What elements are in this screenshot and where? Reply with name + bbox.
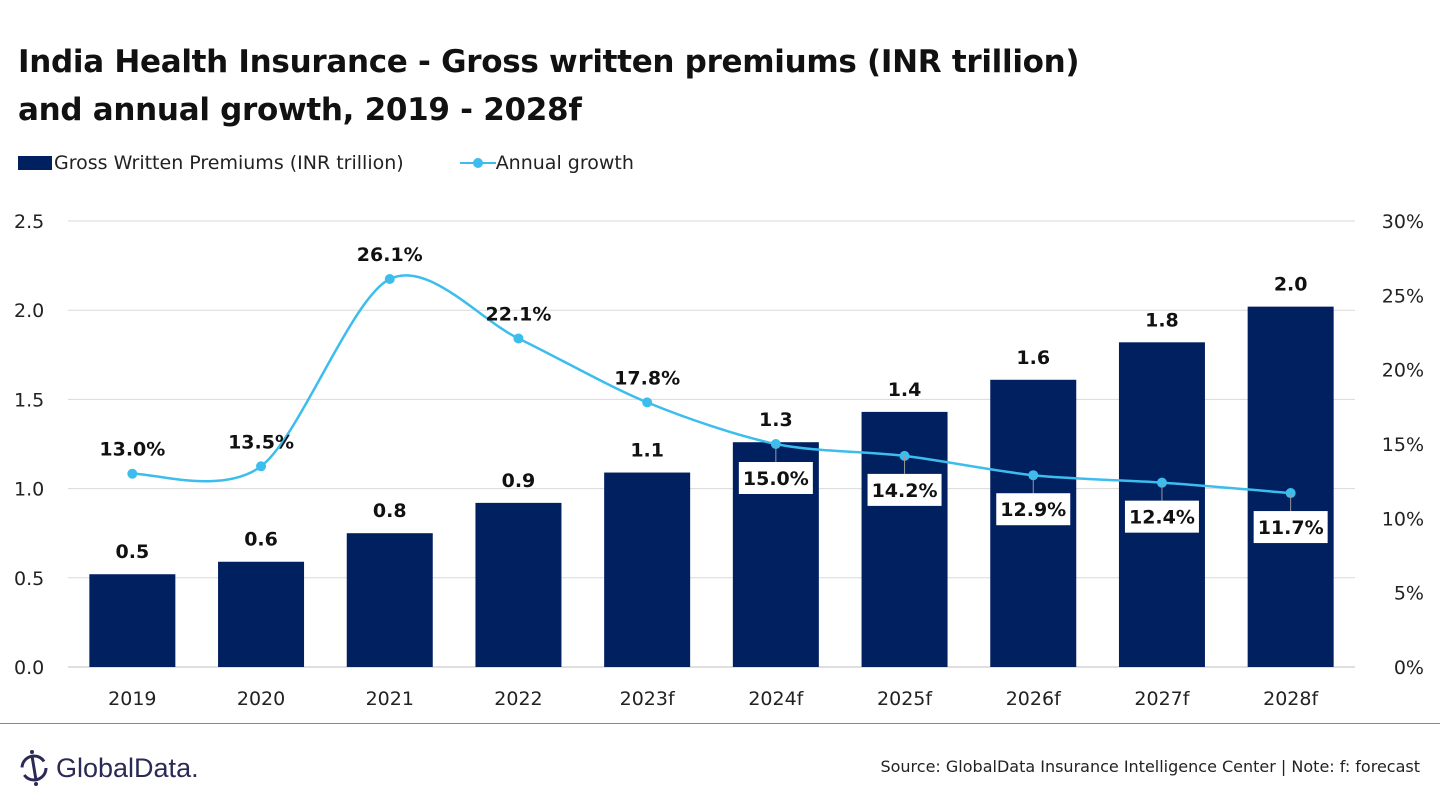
bar-value-label: 1.1 bbox=[630, 440, 664, 462]
legend-line-swatch bbox=[459, 156, 496, 170]
x-tick-label: 2019 bbox=[108, 688, 156, 710]
logo-text: GlobalData. bbox=[56, 752, 199, 783]
legend-bar-swatch bbox=[18, 156, 52, 170]
bar bbox=[475, 502, 562, 667]
growth-label-box bbox=[738, 462, 813, 494]
x-tick-label: 2022 bbox=[494, 688, 542, 710]
bar-value-label: 1.6 bbox=[1016, 347, 1050, 369]
left-tick-label: 2.0 bbox=[14, 300, 44, 322]
footer-divider bbox=[0, 723, 1440, 724]
left-tick-label: 0.0 bbox=[14, 657, 44, 679]
source-note: Source: GlobalData Insurance Intelligenc… bbox=[880, 757, 1420, 776]
chart-title: India Health Insurance - Gross written p… bbox=[18, 38, 1080, 134]
x-tick-label: 2025f bbox=[877, 688, 933, 710]
x-tick-label: 2027f bbox=[1134, 688, 1190, 710]
growth-value-label: 26.1% bbox=[357, 244, 423, 266]
growth-value-label: 12.9% bbox=[1000, 499, 1066, 521]
growth-value-label: 17.8% bbox=[614, 367, 680, 389]
bar-value-label: 0.5 bbox=[116, 541, 150, 563]
chart-plot: 0.0 0.5 1.0 1.5 2.0 2.5 0% 5% 10% 15% 20% 25% 30% 201… bbox=[14, 211, 1424, 710]
growth-label-box bbox=[996, 493, 1071, 526]
bar-value-label: 1.3 bbox=[759, 409, 793, 431]
growth-point bbox=[642, 397, 653, 408]
legend-line-label: Annual growth bbox=[495, 152, 634, 174]
title-line-2: and annual growth, 2019 - 2028f bbox=[18, 92, 582, 128]
x-tick-label: 2028f bbox=[1263, 688, 1319, 710]
x-tick-label: 2024f bbox=[748, 688, 804, 710]
growth-point bbox=[256, 461, 267, 472]
growth-value-label: 12.4% bbox=[1129, 507, 1195, 529]
title-line-1: India Health Insurance - Gross written p… bbox=[18, 44, 1080, 80]
growth-value-label: 22.1% bbox=[485, 303, 551, 325]
bar bbox=[604, 472, 691, 667]
right-tick-label: 15% bbox=[1382, 434, 1424, 456]
x-tick-label: 2023f bbox=[620, 688, 676, 710]
right-tick-label: 0% bbox=[1394, 657, 1424, 679]
bar bbox=[218, 561, 305, 667]
growth-value-label: 14.2% bbox=[872, 480, 938, 502]
x-tick-label: 2026f bbox=[1006, 688, 1062, 710]
growth-point bbox=[513, 333, 524, 344]
bar bbox=[346, 533, 433, 667]
right-tick-label: 10% bbox=[1382, 508, 1424, 530]
right-tick-label: 5% bbox=[1394, 583, 1424, 605]
bar-value-label: 0.9 bbox=[502, 470, 536, 492]
x-tick-label: 2020 bbox=[237, 688, 285, 710]
legend: Gross Written Premiums (INR trillion) An… bbox=[18, 152, 634, 174]
legend-bar-label: Gross Written Premiums (INR trillion) bbox=[54, 152, 404, 174]
growth-label-box bbox=[867, 473, 942, 506]
bar-value-label: 2.0 bbox=[1274, 274, 1308, 296]
bar-value-label: 0.6 bbox=[244, 529, 278, 551]
growth-value-label: 11.7% bbox=[1258, 517, 1324, 539]
bar bbox=[89, 574, 176, 667]
right-tick-label: 30% bbox=[1382, 211, 1424, 233]
bar-value-label: 0.8 bbox=[373, 500, 407, 522]
left-tick-label: 1.5 bbox=[14, 389, 44, 411]
left-tick-label: 2.5 bbox=[14, 211, 44, 233]
left-tick-label: 1.0 bbox=[14, 479, 44, 501]
globaldata-logo: GlobalData. bbox=[18, 748, 199, 788]
bar-value-label: 1.4 bbox=[888, 379, 922, 401]
growth-point bbox=[384, 273, 395, 284]
growth-value-label: 13.5% bbox=[228, 431, 294, 453]
bar bbox=[861, 411, 948, 667]
left-tick-label: 0.5 bbox=[14, 568, 44, 590]
growth-value-label: 15.0% bbox=[743, 468, 809, 490]
right-tick-label: 20% bbox=[1382, 360, 1424, 382]
growth-label-box bbox=[1124, 500, 1199, 533]
right-tick-label: 25% bbox=[1382, 285, 1424, 307]
x-tick-label: 2021 bbox=[366, 688, 414, 710]
growth-line bbox=[132, 274, 1291, 495]
bar-value-label: 1.8 bbox=[1145, 309, 1179, 331]
growth-value-label: 13.0% bbox=[99, 439, 165, 461]
growth-label-box bbox=[1253, 511, 1328, 544]
growth-point bbox=[127, 468, 138, 479]
bar bbox=[1247, 306, 1334, 667]
globaldata-logo-icon bbox=[20, 750, 48, 786]
